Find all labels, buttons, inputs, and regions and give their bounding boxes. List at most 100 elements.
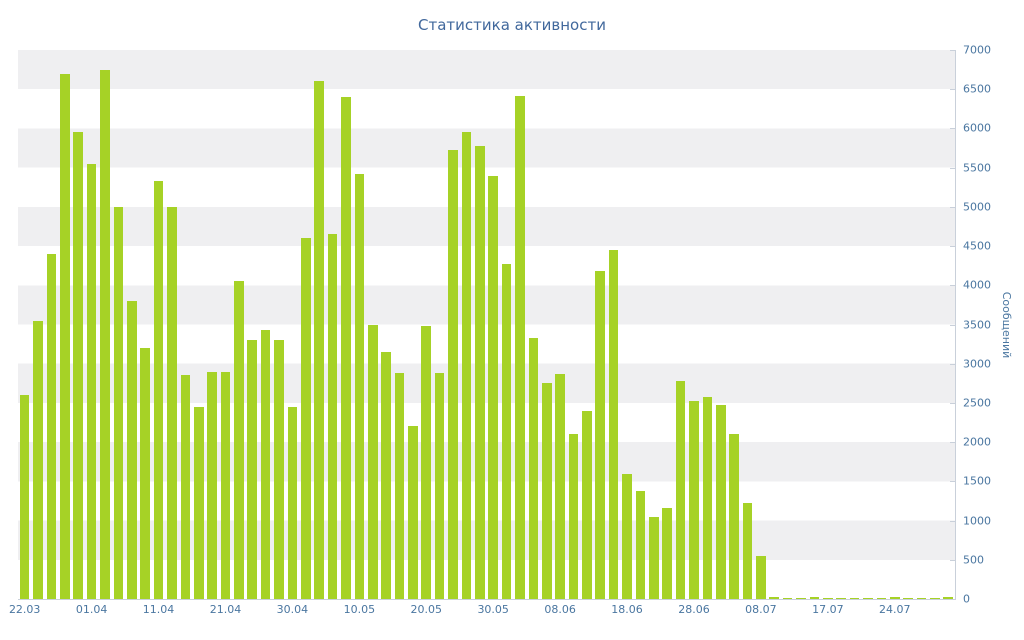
bar[interactable] <box>889 597 900 599</box>
y-tick-label: 0 <box>963 592 970 606</box>
bar[interactable] <box>126 300 137 599</box>
y-tick-label: 4500 <box>963 239 991 253</box>
bar[interactable] <box>689 401 699 599</box>
x-tick-label: 08.07 <box>745 603 777 616</box>
bar[interactable] <box>474 145 485 599</box>
y-axis-tick <box>950 285 955 287</box>
x-tick-label: 22.03 <box>8 603 41 616</box>
y-tick-label: 3000 <box>963 357 991 371</box>
bar[interactable] <box>314 81 324 599</box>
bar[interactable] <box>113 206 124 599</box>
bar[interactable] <box>715 405 726 599</box>
bar[interactable] <box>274 340 284 599</box>
bar[interactable] <box>488 175 498 599</box>
y-axis-tick <box>950 481 955 483</box>
bar[interactable] <box>153 180 164 599</box>
bar[interactable] <box>46 253 57 599</box>
bar[interactable] <box>809 597 820 599</box>
x-tick-label: 24.07 <box>879 603 911 616</box>
bar[interactable] <box>608 250 619 599</box>
bar[interactable] <box>394 373 405 599</box>
bar[interactable] <box>849 597 860 599</box>
bar[interactable] <box>729 434 739 599</box>
bar[interactable] <box>930 597 940 599</box>
y-axis-tick <box>950 246 955 248</box>
x-tick-label: 11.04 <box>142 603 175 616</box>
bar[interactable] <box>528 337 539 599</box>
y-tick-label: 6000 <box>963 121 991 135</box>
bar[interactable] <box>501 264 512 599</box>
y-axis: 0 500 1000 1500 2000 2500 3000 3500 4000 4500 5000… <box>950 44 1015 606</box>
y-axis-tick <box>950 167 955 169</box>
bar[interactable] <box>515 95 525 599</box>
bar[interactable] <box>448 149 458 599</box>
bar[interactable] <box>782 597 793 599</box>
bar[interactable] <box>300 238 311 599</box>
bar[interactable] <box>461 131 472 599</box>
bar[interactable] <box>86 163 97 599</box>
bar[interactable] <box>434 373 445 599</box>
bar[interactable] <box>943 597 954 599</box>
bar[interactable] <box>220 371 231 599</box>
y-axis-tick <box>950 89 955 91</box>
bar[interactable] <box>836 597 847 599</box>
bar[interactable] <box>541 383 552 599</box>
bar[interactable] <box>756 555 766 599</box>
plot-area <box>18 50 956 600</box>
bar[interactable] <box>649 516 659 599</box>
y-axis-tick <box>950 402 955 404</box>
y-tick-label: 5000 <box>963 200 991 214</box>
x-tick-label: 30.04 <box>276 603 309 616</box>
bar[interactable] <box>180 375 191 599</box>
x-tick-label: 30.05 <box>477 603 509 616</box>
bar[interactable] <box>367 324 378 599</box>
bar[interactable] <box>702 396 713 599</box>
bar[interactable] <box>260 330 271 599</box>
bar[interactable] <box>207 371 217 599</box>
y-tick-label: 500 <box>963 553 984 567</box>
bar[interactable] <box>167 206 177 599</box>
bar[interactable] <box>354 173 365 599</box>
bar[interactable] <box>662 508 672 599</box>
bar[interactable] <box>33 320 43 599</box>
bar[interactable] <box>916 597 927 599</box>
bar[interactable] <box>327 234 338 599</box>
x-axis: 22.03 01.04 11.04 21.04 30.04 10.05 20.05 30.05… <box>9 603 955 623</box>
bar[interactable] <box>287 406 298 599</box>
bar[interactable] <box>140 348 150 599</box>
bar[interactable] <box>408 426 418 599</box>
bar[interactable] <box>622 473 632 599</box>
bar[interactable] <box>823 597 833 599</box>
bar[interactable] <box>73 132 84 599</box>
bar[interactable] <box>421 326 432 599</box>
bar[interactable] <box>341 97 351 599</box>
bar[interactable] <box>19 395 30 599</box>
bar[interactable] <box>247 340 258 599</box>
y-tick-label: 2500 <box>963 396 991 410</box>
bar[interactable] <box>796 597 806 599</box>
bar[interactable] <box>568 433 579 599</box>
x-tick-label: 08.06 <box>544 603 576 616</box>
bar[interactable] <box>742 503 753 599</box>
y-tick-label: 4000 <box>963 278 991 292</box>
bar[interactable] <box>876 597 887 599</box>
bar[interactable] <box>769 597 780 599</box>
bar[interactable] <box>234 281 244 599</box>
bar[interactable] <box>635 490 646 599</box>
bar[interactable] <box>863 597 873 599</box>
bar[interactable] <box>60 73 70 599</box>
bar[interactable] <box>675 380 686 599</box>
bar[interactable] <box>100 69 110 599</box>
x-tick-label: 01.04 <box>75 603 108 616</box>
x-tick-label: 21.04 <box>209 603 242 616</box>
bar[interactable] <box>582 410 592 599</box>
bar[interactable] <box>595 271 606 599</box>
bar[interactable] <box>555 373 565 599</box>
bar[interactable] <box>193 406 204 599</box>
y-axis-tick <box>950 50 955 51</box>
x-tick-label: 28.06 <box>678 603 710 616</box>
bar[interactable] <box>381 351 391 599</box>
x-tick-label: 10.05 <box>343 603 376 616</box>
bar[interactable] <box>903 597 913 599</box>
